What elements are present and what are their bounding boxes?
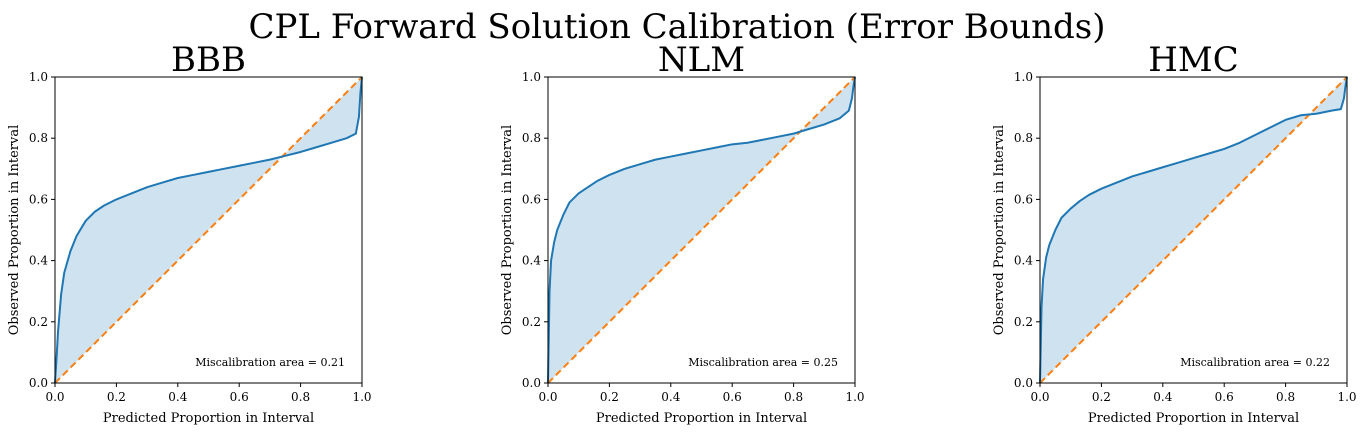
panel-bbb-ideal-line — [54, 76, 363, 384]
panel-hmc-title: HMC — [1148, 40, 1238, 80]
panel-nlm-ylabel: Observed Proportion in Interval — [500, 125, 515, 335]
panel-nlm-xtick-label-5: 1.0 — [845, 390, 864, 404]
panel-bbb-observed-curve — [54, 76, 363, 384]
panel-bbb-ytick-label-1: 0.2 — [29, 315, 48, 329]
panel-hmc-xtick-label-4: 0.8 — [1276, 390, 1295, 404]
panel-hmc-ytick-label-2: 0.4 — [1014, 254, 1033, 268]
panel-bbb-ytick-label-0: 0.0 — [29, 376, 48, 390]
panel-nlm-ytick-label-4: 0.8 — [522, 131, 541, 145]
panel-nlm-xtick-label-0: 0.0 — [538, 390, 557, 404]
panel-nlm-axes-frame — [547, 76, 856, 384]
panel-hmc-xtick-label-3: 0.6 — [1215, 390, 1234, 404]
panel-bbb-xtick-label-1: 0.2 — [107, 390, 126, 404]
panel-bbb-xtick-label-5: 1.0 — [352, 390, 371, 404]
panel-nlm-xlabel: Predicted Proportion in Interval — [596, 411, 807, 426]
panel-hmc-xtick-label-2: 0.4 — [1153, 390, 1172, 404]
panel-nlm-title: NLM — [658, 40, 745, 80]
panel-hmc-xtick-label-0: 0.0 — [1030, 390, 1049, 404]
panel-nlm-ideal-line — [547, 76, 856, 384]
panel-hmc-ytick-label-3: 0.6 — [1014, 192, 1033, 206]
panel-bbb-miscalibration-annotation: Miscalibration area = 0.21 — [195, 356, 345, 369]
panel-bbb-xtick-label-2: 0.4 — [168, 390, 187, 404]
panel-bbb-axes-frame — [54, 76, 363, 384]
panel-nlm-ytick-label-3: 0.6 — [522, 192, 541, 206]
panel-hmc-xtick-label-5: 1.0 — [1337, 390, 1356, 404]
panel-hmc-ideal-line — [1039, 76, 1348, 384]
panel-hmc-ytick-label-1: 0.2 — [1014, 315, 1033, 329]
panel-hmc-miscalibration-annotation: Miscalibration area = 0.22 — [1180, 356, 1330, 369]
panel-hmc-ytick-label-4: 0.8 — [1014, 131, 1033, 145]
panel-nlm-ytick-label-0: 0.0 — [522, 376, 541, 390]
figure-title: CPL Forward Solution Calibration (Error … — [248, 7, 1105, 47]
panel-nlm-xtick-label-3: 0.6 — [723, 390, 742, 404]
panel-bbb-ytick-label-4: 0.8 — [29, 131, 48, 145]
panel-bbb-ylabel: Observed Proportion in Interval — [7, 125, 22, 335]
panel-bbb-ytick-label-3: 0.6 — [29, 192, 48, 206]
panel-bbb-xtick-label-3: 0.6 — [230, 390, 249, 404]
panel-hmc-axes-frame — [1039, 76, 1348, 384]
panel-nlm-xtick-label-1: 0.2 — [600, 390, 619, 404]
panel-hmc-xlabel: Predicted Proportion in Interval — [1088, 411, 1299, 426]
panel-nlm-observed-curve — [547, 76, 856, 384]
panel-nlm-ytick-label-1: 0.2 — [522, 315, 541, 329]
panel-bbb-xlabel: Predicted Proportion in Interval — [103, 411, 314, 426]
panel-hmc-xtick-label-1: 0.2 — [1092, 390, 1111, 404]
panel-bbb-ytick-label-5: 1.0 — [29, 70, 48, 84]
panel-bbb-ytick-label-2: 0.4 — [29, 254, 48, 268]
panel-nlm-xtick-label-2: 0.4 — [661, 390, 680, 404]
panel-bbb-xtick-label-0: 0.0 — [45, 390, 64, 404]
panel-nlm-ytick-label-5: 1.0 — [522, 70, 541, 84]
panel-hmc-observed-curve — [1039, 76, 1348, 384]
panel-bbb-title: BBB — [171, 40, 246, 80]
panel-hmc-ytick-label-0: 0.0 — [1014, 376, 1033, 390]
panel-bbb-xtick-label-4: 0.8 — [291, 390, 310, 404]
panel-nlm-miscalibration-annotation: Miscalibration area = 0.25 — [688, 356, 838, 369]
panel-hmc-ylabel: Observed Proportion in Interval — [992, 125, 1007, 335]
panel-nlm-xtick-label-4: 0.8 — [784, 390, 803, 404]
panel-nlm-ytick-label-2: 0.4 — [522, 254, 541, 268]
panel-hmc-ytick-label-5: 1.0 — [1014, 70, 1033, 84]
